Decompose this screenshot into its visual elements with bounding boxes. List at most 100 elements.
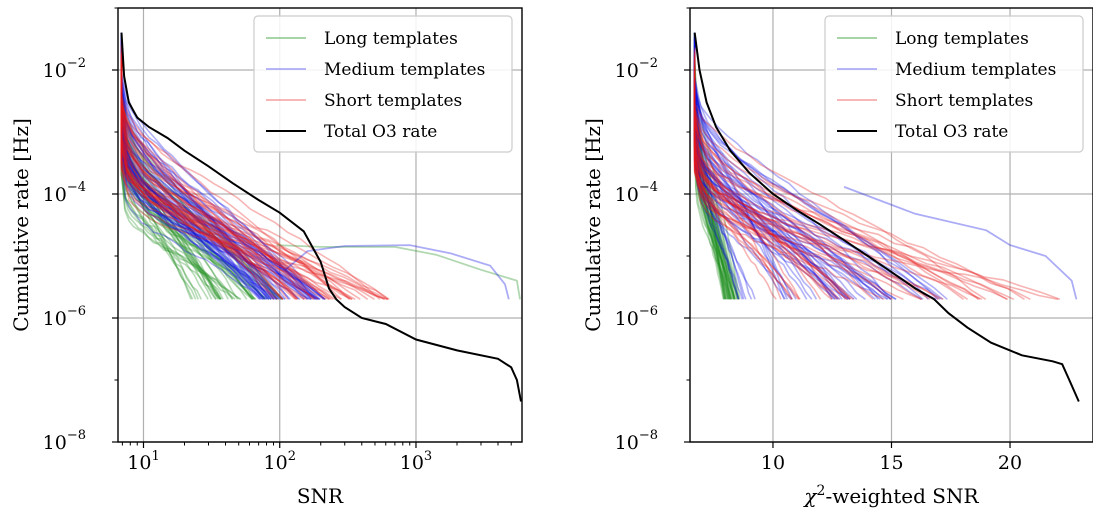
template-curve <box>120 75 287 300</box>
y-tick-label: 10−8 <box>615 428 658 454</box>
template-curve <box>693 87 866 300</box>
template-curve <box>693 32 727 300</box>
template-curve <box>693 98 852 300</box>
template-curve <box>120 32 310 300</box>
template-curve <box>120 76 197 300</box>
template-curve <box>120 85 305 300</box>
template-curve <box>120 39 298 300</box>
template-curve <box>120 40 316 300</box>
template-curve <box>120 65 209 300</box>
legend: Long templates Medium templates Short temp… <box>824 15 1084 153</box>
template-curve <box>693 107 753 300</box>
template-curve <box>120 134 389 301</box>
template-curve <box>120 46 381 300</box>
template-curve <box>120 58 222 300</box>
template-curve <box>120 131 353 301</box>
template-curve <box>120 62 351 300</box>
tick-exponent: −4 <box>639 180 658 195</box>
template-curve <box>120 117 264 300</box>
template-curve <box>693 85 888 300</box>
template-curve <box>693 98 729 300</box>
template-curve <box>693 87 931 300</box>
x-tick-label: 101 <box>127 449 159 474</box>
template-curve <box>693 55 846 300</box>
tick-exponent: −6 <box>639 304 658 319</box>
template-curve <box>120 32 275 300</box>
y-tick-label: 10−2 <box>615 56 658 82</box>
y-axis-title: Cumulative rate [Hz] <box>9 118 33 332</box>
template-curve <box>120 72 320 300</box>
legend-label: Total O3 rate <box>324 122 437 142</box>
template-curve <box>120 107 279 300</box>
template-curve <box>120 51 264 300</box>
axes-frame <box>117 7 523 443</box>
template-curve <box>120 111 254 300</box>
template-curve <box>693 32 736 300</box>
template-curve <box>693 127 892 300</box>
template-curve <box>120 93 334 300</box>
template-curve <box>120 111 270 301</box>
template-curve <box>693 105 851 300</box>
template-curve <box>120 33 213 300</box>
template-curve <box>693 74 731 300</box>
template-curve <box>120 115 261 300</box>
template-curve <box>693 78 736 300</box>
template-curve <box>693 80 740 300</box>
tick-base: 10 <box>615 60 639 82</box>
template-curve <box>120 76 255 300</box>
template-curve <box>693 63 735 300</box>
template-curve <box>120 54 278 300</box>
template-curve <box>693 125 1061 301</box>
template-curve <box>120 103 321 300</box>
template-curve <box>120 58 361 300</box>
tick-exponent: −6 <box>67 304 86 319</box>
template-curve <box>120 134 236 300</box>
series-total-o3-rate <box>693 32 1080 402</box>
template-curve <box>693 51 731 300</box>
template-curve <box>693 38 737 300</box>
template-curve <box>693 71 981 300</box>
template-curve <box>693 40 858 300</box>
template-curve <box>120 82 327 301</box>
template-curve <box>120 67 308 300</box>
template-curve <box>120 65 356 301</box>
template-curve <box>120 54 342 300</box>
template-curve <box>120 106 385 301</box>
template-curve <box>120 118 319 301</box>
template-curve <box>120 59 282 300</box>
legend-label: Short templates <box>895 91 1033 111</box>
template-curve <box>693 79 727 300</box>
template-curve <box>693 32 725 300</box>
template-curve <box>693 117 838 300</box>
template-curve <box>120 54 223 300</box>
template-curve <box>693 73 884 300</box>
template-curve <box>120 82 389 300</box>
template-curve <box>693 137 983 301</box>
template-curve <box>693 55 879 300</box>
template-curve <box>120 73 316 300</box>
template-curve <box>693 83 736 300</box>
template-curve <box>693 108 1031 301</box>
outlier-curve <box>276 244 521 300</box>
legend-label: Total O3 rate <box>895 122 1008 142</box>
tick-exponent: 3 <box>424 449 432 464</box>
template-curve <box>120 70 284 300</box>
tick-exponent: −8 <box>639 428 658 443</box>
template-curve <box>693 36 789 300</box>
template-curve <box>693 67 854 300</box>
template-curve <box>120 56 239 300</box>
template-curve <box>693 121 891 300</box>
template-curve <box>120 90 311 301</box>
template-curve <box>120 94 272 300</box>
template-curve <box>693 72 730 300</box>
template-curve <box>693 32 725 300</box>
template-curve <box>120 100 319 301</box>
plot-area <box>693 32 1080 402</box>
tick-exponent: 2 <box>288 449 296 464</box>
template-curve <box>693 32 836 300</box>
legend-box <box>253 15 513 153</box>
template-curve <box>120 75 314 300</box>
template-curve <box>693 99 786 300</box>
plot-area <box>120 32 522 402</box>
